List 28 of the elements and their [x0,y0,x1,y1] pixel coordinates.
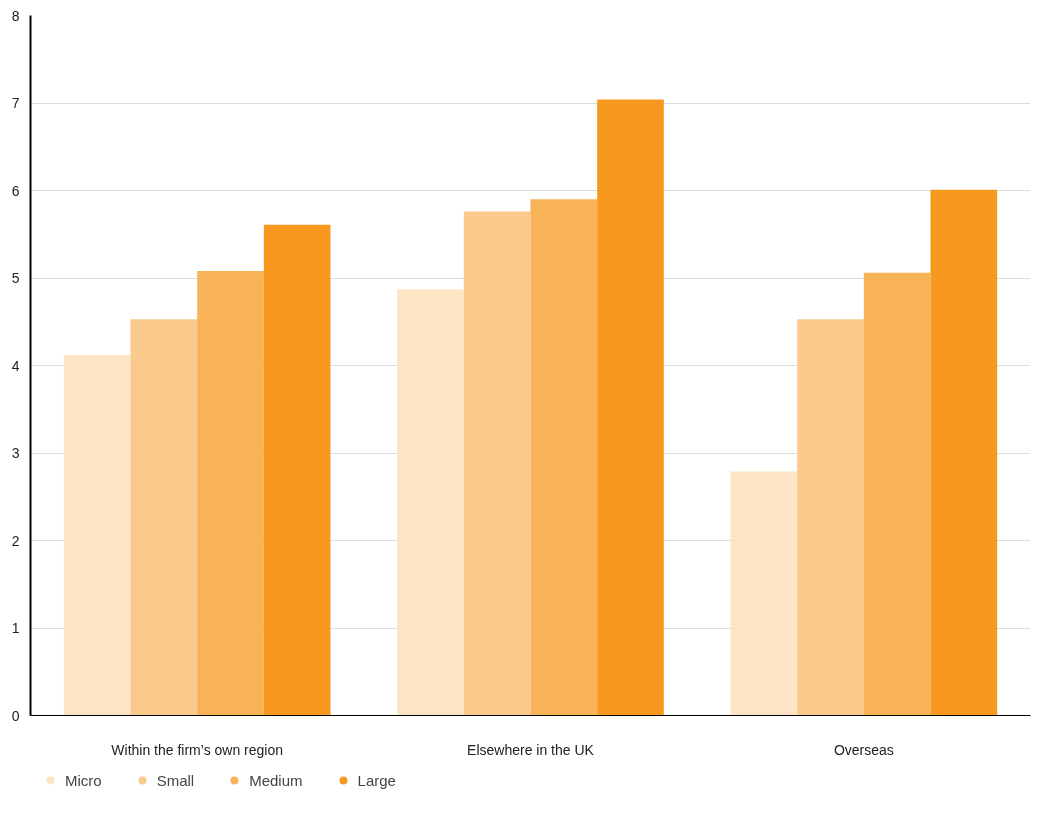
y-tick-label: 1 [11,620,20,636]
bar [797,319,864,716]
y-tick-label: 3 [11,445,20,461]
legend-label: Micro [65,771,102,789]
y-tick-label: 8 [11,7,20,24]
x-tick-label: Elsewhere in the UK [467,741,595,758]
legend-label: Medium [249,771,303,789]
x-tick-label: Overseas [833,741,894,758]
bar [130,319,198,716]
bar [597,99,664,716]
y-tick-label: 4 [11,357,20,374]
bar [397,289,464,716]
y-tick-label: 0 [11,707,20,724]
y-tick-label: 7 [11,95,20,111]
y-tick-label: 5 [11,270,20,286]
bar [463,211,531,716]
y-tick-label: 2 [11,532,20,549]
bar [730,471,798,716]
y-tick-label: 6 [11,182,20,199]
bar [197,271,264,716]
bar [930,189,998,716]
bar [63,355,131,716]
bar [863,272,931,716]
x-tick-label: Within the firm’s own region [111,741,284,758]
legend-label: Small [156,771,195,789]
legend-label: Large [357,771,396,789]
bar [263,224,331,716]
bar [530,199,598,716]
